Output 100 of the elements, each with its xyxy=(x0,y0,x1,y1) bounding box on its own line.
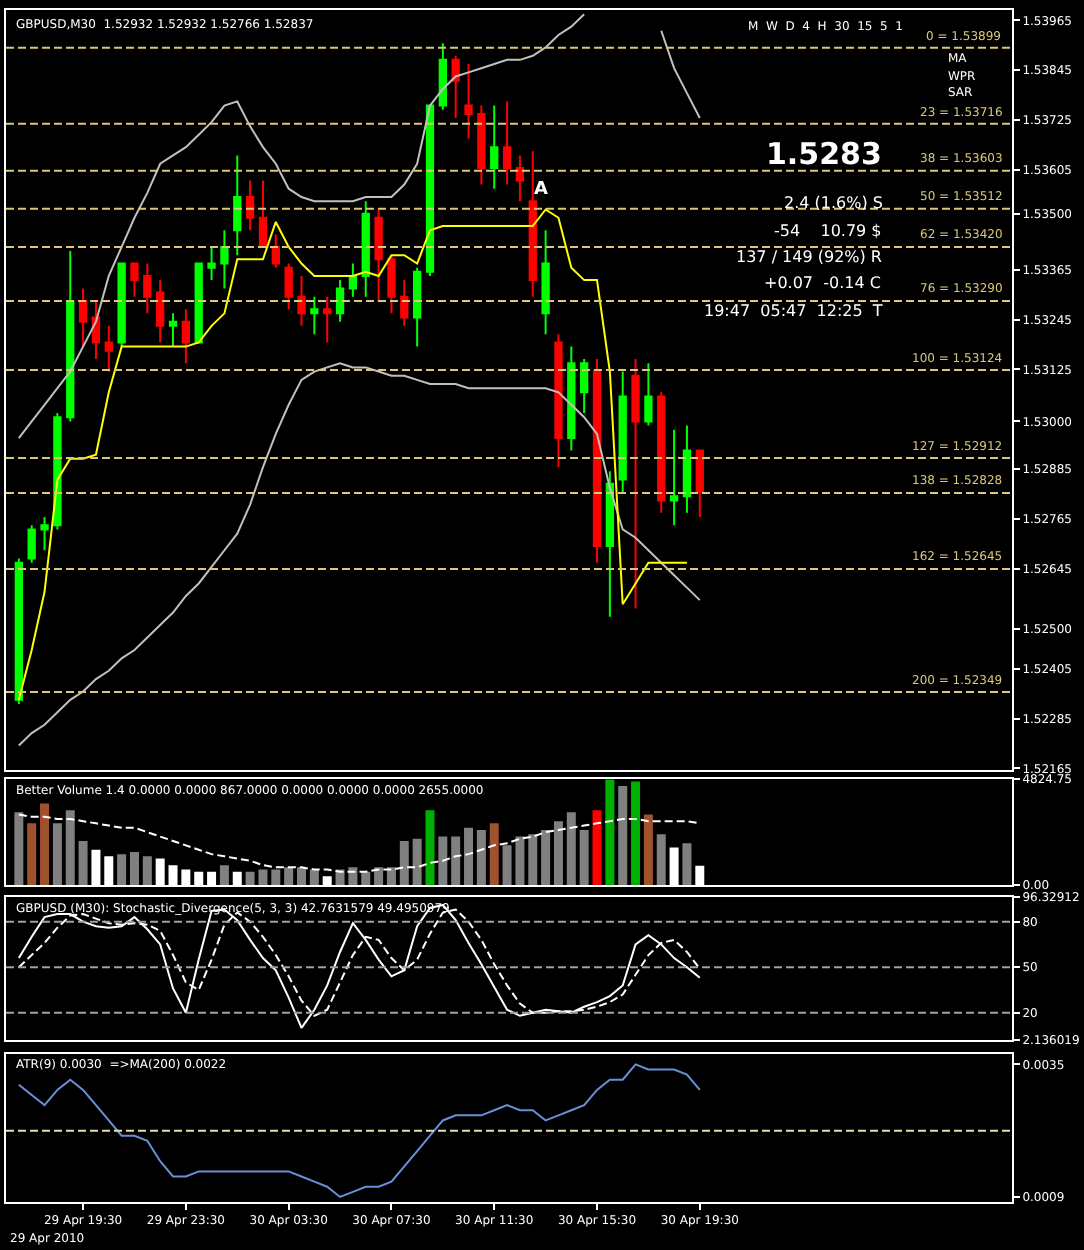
bar xyxy=(309,869,319,885)
candlestick xyxy=(348,262,358,298)
bar xyxy=(682,843,692,885)
bar xyxy=(656,834,666,885)
candlestick xyxy=(156,279,165,344)
candlestick xyxy=(310,295,319,336)
candlestick xyxy=(181,308,191,365)
candlestick xyxy=(657,391,666,514)
candlestick xyxy=(438,42,447,111)
bar xyxy=(476,829,486,885)
candlestick xyxy=(40,516,49,552)
bar xyxy=(27,823,37,885)
line-series xyxy=(17,1063,701,1198)
bar xyxy=(78,840,88,885)
candlestick xyxy=(387,254,396,315)
bar xyxy=(605,779,615,885)
candlestick xyxy=(53,412,62,531)
candlestick xyxy=(490,104,499,190)
annotation: 19:47 05:47 12:25 T xyxy=(704,302,883,320)
candlestick xyxy=(464,63,473,140)
candlestick xyxy=(580,358,589,415)
bar xyxy=(579,829,589,885)
candlestick xyxy=(361,200,370,298)
bar xyxy=(412,838,422,885)
candlestick xyxy=(168,312,178,348)
candlestick xyxy=(631,358,640,610)
candlestick xyxy=(220,229,229,290)
candlestick xyxy=(541,229,550,336)
candlestick xyxy=(695,449,704,518)
candlestick xyxy=(27,524,36,564)
bar xyxy=(618,785,628,885)
candlestick xyxy=(400,279,409,327)
bar xyxy=(489,823,499,885)
text: -54 10.79 $ xyxy=(774,222,882,240)
candlestick xyxy=(323,295,332,344)
bar xyxy=(117,854,127,885)
candlestick xyxy=(592,358,602,564)
candlestick xyxy=(130,262,139,298)
bar xyxy=(566,812,576,885)
candlestick xyxy=(605,470,614,618)
text: +0.07 -0.14 C xyxy=(764,274,882,292)
candlestick xyxy=(502,100,512,186)
bar xyxy=(65,810,75,885)
candlestick xyxy=(335,279,345,323)
bar xyxy=(553,821,563,885)
bar xyxy=(386,867,396,885)
bar xyxy=(399,840,409,885)
candlestick xyxy=(66,250,75,423)
candlestick xyxy=(515,154,525,203)
bar xyxy=(284,867,294,885)
bar xyxy=(40,803,50,885)
bar xyxy=(361,871,371,885)
candlestick xyxy=(245,179,255,232)
bar xyxy=(438,836,448,885)
bar xyxy=(631,781,641,885)
candlestick xyxy=(567,345,576,452)
bar xyxy=(297,867,306,885)
candlestick xyxy=(284,262,293,311)
candlestick xyxy=(271,233,280,269)
bar xyxy=(425,810,435,885)
line-series xyxy=(17,208,688,701)
candlestick xyxy=(412,266,422,348)
bar xyxy=(643,814,653,885)
candlestick xyxy=(554,333,563,469)
candlestick xyxy=(477,104,486,186)
bar xyxy=(129,851,139,885)
candlestick xyxy=(644,362,653,427)
bar xyxy=(592,810,602,885)
candlestick xyxy=(374,208,383,302)
candlestick xyxy=(258,179,268,248)
candlestick xyxy=(669,428,679,527)
candlestick xyxy=(618,370,627,494)
text: 2.4 (1.6%) S xyxy=(784,194,883,212)
text: 1.5283 xyxy=(766,136,882,172)
candlestick xyxy=(682,424,692,514)
candlestick xyxy=(207,245,216,282)
candlestick xyxy=(78,287,88,348)
annotation: A xyxy=(534,180,548,200)
line-series xyxy=(17,813,701,873)
candlestick xyxy=(14,557,23,705)
bar xyxy=(528,834,538,885)
candlestick xyxy=(528,150,537,298)
candlestick xyxy=(194,262,203,344)
bar xyxy=(374,867,384,885)
candlestick xyxy=(104,324,113,373)
bar xyxy=(219,865,229,885)
candlestick xyxy=(297,274,306,327)
line-series xyxy=(17,362,701,747)
bar xyxy=(464,827,474,885)
bar xyxy=(271,869,281,885)
bar xyxy=(14,812,24,885)
candlestick xyxy=(143,262,152,315)
bar xyxy=(451,836,461,885)
candlestick xyxy=(233,154,242,257)
candlestick xyxy=(451,54,460,120)
bar xyxy=(142,856,152,885)
bar xyxy=(541,829,551,885)
text: 137 / 149 (92%) R xyxy=(736,248,883,266)
candlestick xyxy=(117,262,126,348)
bar xyxy=(52,823,62,885)
